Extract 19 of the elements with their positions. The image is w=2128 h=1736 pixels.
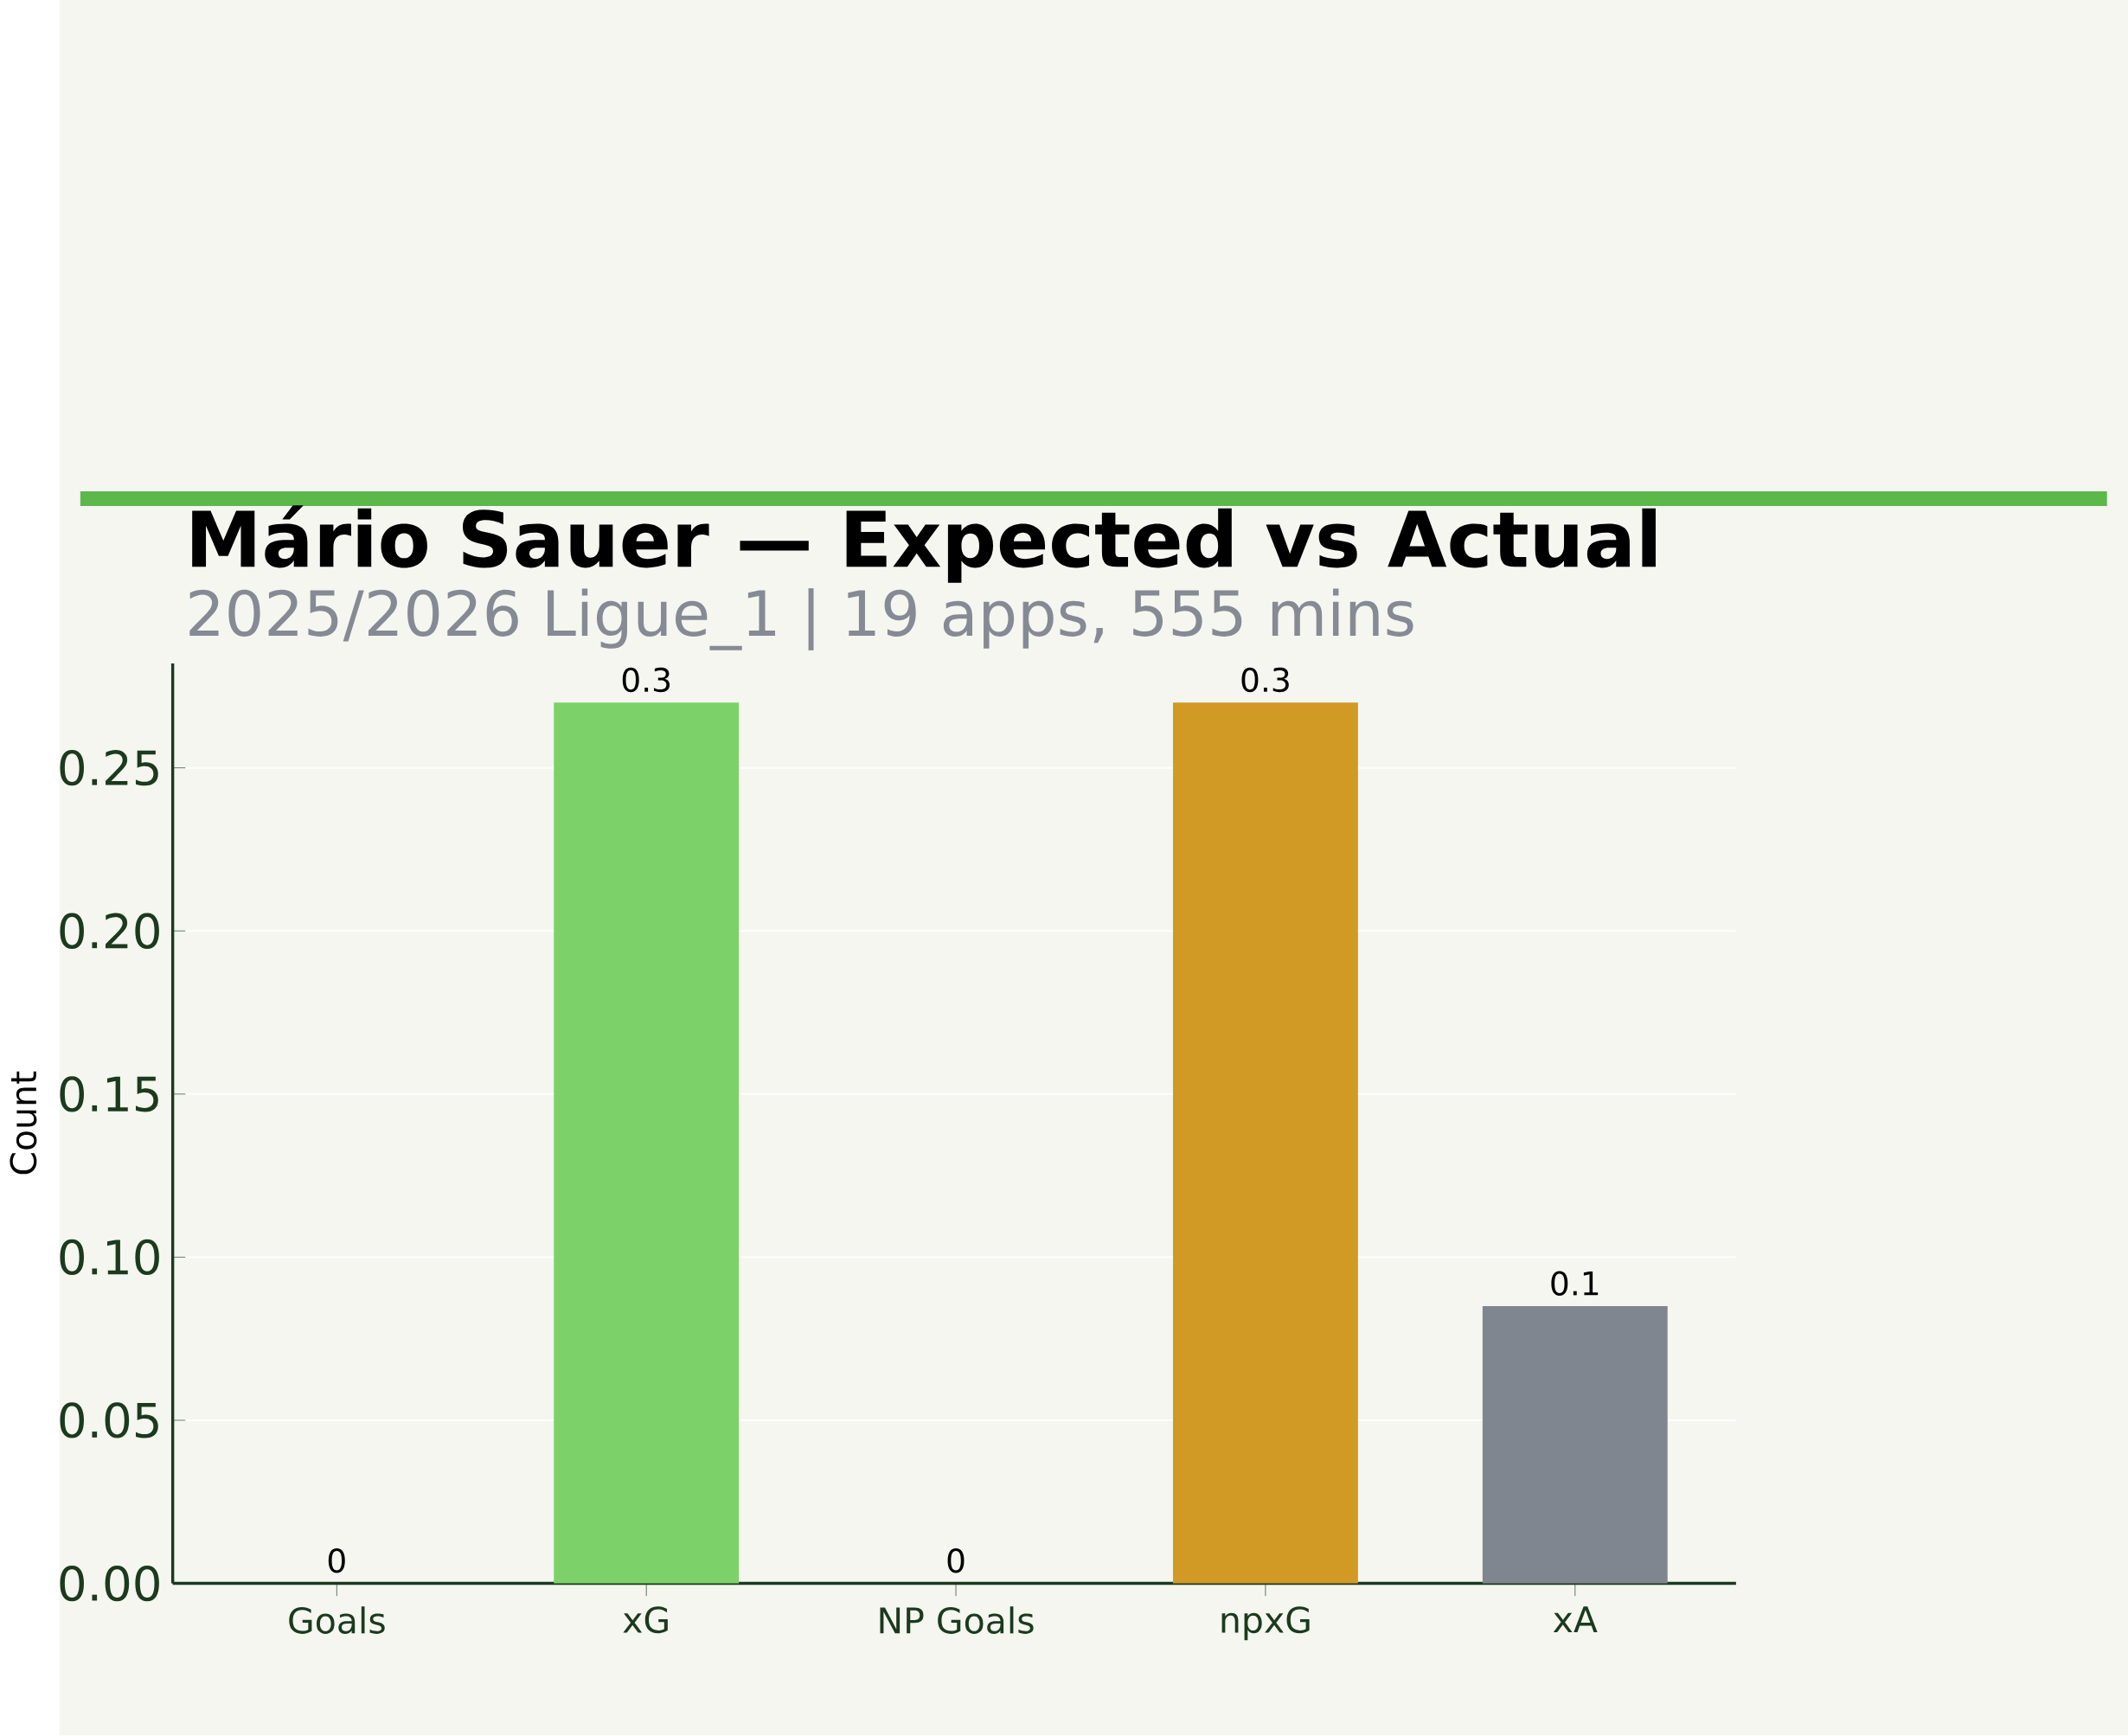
data-label: 0.3 (1241, 668, 1289, 693)
data-label: 0.1 (1551, 1271, 1599, 1297)
y-tick-label: 0.20 (60, 913, 159, 950)
y-tick-label: 0.10 (60, 1239, 159, 1276)
chart-title: Mário Sauer — Expected vs Actual (192, 505, 1656, 583)
data-label: 0.3 (622, 668, 670, 693)
x-tick-label: NP Goals (880, 1606, 1034, 1635)
y-tick-label: 0.05 (60, 1402, 158, 1438)
data-label: 0 (328, 1548, 345, 1573)
x-tick-label: xA (1553, 1606, 1598, 1633)
data-label: 0 (947, 1548, 965, 1573)
x-tick-label: npxG (1221, 1606, 1310, 1641)
y-tick-label: 0.00 (60, 1566, 159, 1602)
y-tick-label: 0.15 (60, 1076, 158, 1112)
x-tick-label: xG (623, 1606, 668, 1634)
x-tick-label: Goals (289, 1606, 385, 1635)
y-tick-label: 0.25 (60, 750, 158, 786)
chart-subtitle: 2025/2026 Ligue_1 | 19 apps, 555 mins (189, 588, 1413, 651)
y-axis-title: Count (10, 1072, 37, 1175)
